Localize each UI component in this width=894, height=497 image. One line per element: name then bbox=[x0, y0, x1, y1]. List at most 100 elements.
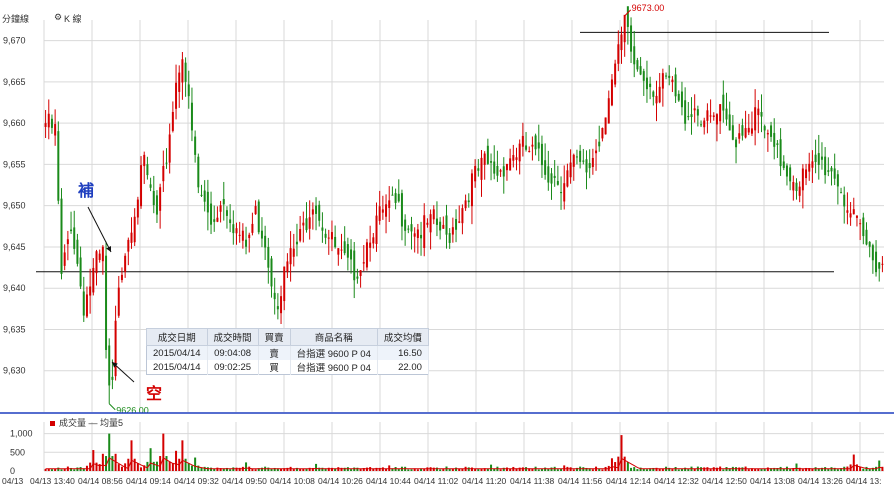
candle-body bbox=[591, 157, 594, 167]
volume-bar bbox=[407, 469, 410, 471]
col-time[interactable]: 成交時間 bbox=[206, 328, 259, 346]
col-product[interactable]: 商品名稱 bbox=[289, 328, 378, 346]
volume-bar bbox=[146, 461, 149, 471]
candle-body bbox=[712, 115, 715, 117]
volume-bar bbox=[260, 467, 263, 471]
candle-body bbox=[814, 154, 817, 163]
candle-body bbox=[181, 59, 184, 83]
volume-bar bbox=[238, 467, 241, 471]
candle-body bbox=[575, 156, 578, 158]
volume-bar bbox=[588, 468, 591, 471]
candle-body bbox=[280, 296, 283, 314]
candle-body bbox=[171, 111, 174, 131]
candle-body bbox=[636, 60, 639, 70]
candle-body bbox=[79, 257, 82, 287]
volume-bar bbox=[658, 468, 661, 471]
volume-bar bbox=[518, 467, 521, 471]
trade-product: 台指選 9600 P 04 bbox=[290, 345, 378, 360]
volume-bar bbox=[709, 469, 712, 471]
volume-bar bbox=[661, 468, 664, 471]
candle-body bbox=[493, 161, 496, 174]
candle-body bbox=[308, 217, 311, 229]
volume-bar bbox=[305, 468, 308, 471]
kline-label[interactable]: K 線 bbox=[64, 14, 82, 24]
candle-body bbox=[610, 79, 613, 106]
volume-bar bbox=[680, 468, 683, 471]
volume-bar bbox=[509, 468, 512, 471]
candle-body bbox=[375, 215, 378, 245]
volume-bar bbox=[620, 435, 623, 471]
volume-bar bbox=[840, 468, 843, 471]
trade-date: 2015/04/14 bbox=[146, 360, 208, 375]
col-avg-price[interactable]: 成交均價 bbox=[376, 328, 429, 346]
candle-body bbox=[89, 286, 92, 296]
candle-body bbox=[811, 161, 814, 168]
chart-type-label[interactable]: 分鐘線 bbox=[2, 14, 30, 24]
candle-body bbox=[738, 133, 741, 139]
volume-bar bbox=[750, 468, 753, 471]
candle-body bbox=[785, 165, 788, 177]
x-tick-label: 04/14 13:26 bbox=[798, 476, 843, 486]
volume-bar bbox=[801, 469, 804, 471]
candle-body bbox=[843, 194, 846, 207]
x-tick-label: 04/14 11:38 bbox=[510, 476, 555, 486]
volume-bar bbox=[805, 467, 808, 471]
candle-body bbox=[155, 195, 158, 215]
volume-bar bbox=[187, 463, 190, 471]
volume-bar bbox=[639, 467, 642, 471]
candle-body bbox=[776, 143, 779, 145]
volume-legend: 成交量 — 均量5 bbox=[50, 416, 123, 429]
volume-bar bbox=[849, 464, 852, 471]
volume-bar bbox=[276, 468, 279, 471]
y-tick-label: 9,665 bbox=[3, 77, 26, 87]
volume-bar bbox=[547, 468, 550, 471]
trade-price: 22.00 bbox=[377, 360, 429, 375]
volume-bar bbox=[792, 468, 795, 471]
volume-bar bbox=[162, 433, 165, 471]
candle-body bbox=[391, 194, 394, 196]
candle-body bbox=[747, 127, 750, 133]
volume-bar bbox=[862, 468, 865, 471]
gear-icon[interactable]: ⚙ bbox=[54, 12, 63, 22]
candle-body bbox=[645, 77, 648, 90]
volume-bar bbox=[235, 467, 238, 471]
table-row[interactable]: 2015/04/14 09:04:08 賣 台指選 9600 P 04 16.5… bbox=[146, 345, 429, 360]
volume-bar bbox=[254, 469, 257, 471]
candle-body bbox=[496, 165, 499, 176]
candle-body bbox=[792, 182, 795, 191]
volume-ma-line bbox=[45, 457, 883, 470]
candle-body bbox=[547, 166, 550, 183]
candle-body bbox=[289, 248, 292, 265]
candle-body bbox=[833, 168, 836, 179]
candle-body bbox=[630, 25, 633, 52]
sell-short-annotation: 空 bbox=[146, 384, 163, 403]
candle-body bbox=[572, 154, 575, 167]
candle-body bbox=[490, 161, 493, 163]
volume-bar bbox=[760, 468, 763, 471]
candle-body bbox=[283, 266, 286, 302]
trade-product: 台指選 9600 P 04 bbox=[290, 360, 378, 375]
candle-body bbox=[865, 229, 868, 245]
candle-body bbox=[687, 115, 690, 118]
volume-bar bbox=[318, 467, 321, 471]
table-row[interactable]: 2015/04/14 09:02:25 買 台指選 9600 P 04 22.0… bbox=[146, 360, 429, 375]
x-tick-label: 04/14 12:14 bbox=[606, 476, 651, 486]
candle-body bbox=[871, 245, 874, 261]
col-side[interactable]: 買賣 bbox=[257, 328, 291, 346]
volume-bar bbox=[728, 468, 731, 471]
candle-body bbox=[757, 108, 760, 116]
candle-body bbox=[458, 221, 461, 223]
candle-body bbox=[162, 166, 165, 182]
candle-body bbox=[76, 239, 79, 264]
candle-body bbox=[264, 235, 267, 248]
volume-bar bbox=[95, 462, 98, 471]
candle-body bbox=[512, 155, 515, 161]
candle-body bbox=[744, 128, 747, 138]
volume-bar bbox=[391, 468, 394, 471]
x-tick-label: 04/14 08:56 bbox=[78, 476, 123, 486]
candle-body bbox=[187, 84, 190, 97]
volume-bar bbox=[280, 468, 283, 471]
candle-body bbox=[120, 274, 123, 281]
candle-body bbox=[735, 139, 738, 148]
col-date[interactable]: 成交日期 bbox=[146, 328, 208, 346]
